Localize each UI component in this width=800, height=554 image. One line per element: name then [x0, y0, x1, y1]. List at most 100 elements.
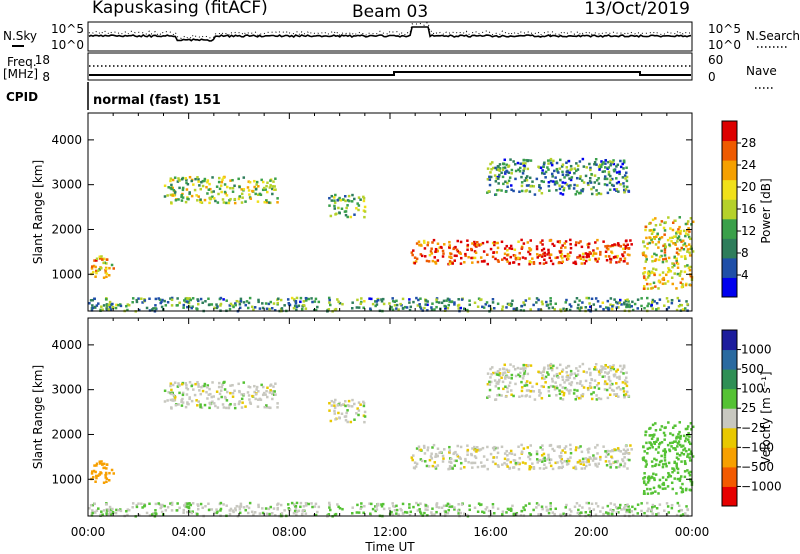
power-echo-cell [538, 262, 542, 265]
power-echo-cell [203, 177, 207, 181]
power-echo-cell [535, 177, 539, 181]
velocity-echo-cell [191, 502, 195, 505]
power-echo-cell [585, 296, 588, 300]
velocity-echo-cell [578, 365, 582, 368]
velocity-echo-cell [199, 502, 203, 506]
power-echo-cell [188, 175, 192, 179]
power-echo-cell [610, 183, 614, 187]
power-echo-cell [426, 309, 429, 312]
velocity-echo-cell [686, 469, 689, 472]
velocity-echo-cell [681, 482, 684, 486]
power-echo-cell [597, 165, 601, 168]
velocity-echo-cell [574, 374, 578, 378]
power-echo-cell [459, 252, 462, 255]
velocity-echo-cell [483, 464, 486, 468]
power-echo-cell [176, 297, 179, 300]
power-echo-cell [206, 192, 209, 195]
power-echo-cell [333, 199, 336, 202]
power-echo-cell [652, 267, 655, 271]
power-echo-cell [154, 304, 157, 307]
velocity-echo-cell [615, 382, 618, 385]
power-echo-cell [682, 247, 686, 251]
power-echo-cell [334, 307, 338, 311]
power-echo-cell [567, 184, 570, 188]
velocity-echo-cell [492, 371, 495, 375]
velocity-echo-cell [302, 505, 306, 508]
velocity-echo-cell [559, 456, 562, 459]
velocity-echo-cell [580, 450, 584, 454]
power-echo-cell [316, 305, 319, 309]
power-echo-cell [447, 262, 450, 266]
velocity-echo-cell [686, 455, 689, 458]
velocity-echo-cell [184, 382, 187, 385]
velocity-echo-cell [672, 440, 676, 443]
power-echo-cell [581, 157, 585, 161]
velocity-echo-cell [238, 507, 242, 511]
power-echo-cell [518, 166, 522, 170]
velocity-echo-cell [675, 456, 679, 459]
velocity-echo-cell [231, 383, 234, 387]
power-echo-cell [279, 298, 283, 302]
velocity-echo-cell [163, 400, 167, 403]
velocity-echo-cell [337, 411, 340, 415]
power-echo-cell [520, 184, 524, 188]
velocity-echo-cell [355, 511, 359, 514]
velocity-echo-cell [491, 460, 495, 464]
velocity-echo-cell [619, 388, 622, 391]
velocity-echo-cell [192, 388, 195, 391]
power-echo-cell [618, 170, 621, 174]
velocity-echo-cell [615, 386, 619, 390]
power-echo-cell [547, 168, 550, 171]
velocity-echo-cell [495, 373, 499, 376]
velocity-echo-cell [540, 396, 544, 400]
velocity-echo-cell [186, 387, 190, 391]
velocity-echo-cell [546, 508, 550, 512]
velocity-echo-cell [615, 394, 618, 397]
power-echo-cell [667, 256, 671, 260]
velocity-echo-cell [609, 463, 613, 466]
velocity-echo-cell [565, 371, 569, 374]
velocity-echo-cell [662, 481, 665, 485]
power-echo-cell [362, 197, 366, 200]
velocity-echo-cell [91, 503, 95, 507]
power-echo-cell [581, 187, 585, 191]
power-echo-cell [581, 301, 584, 304]
power-echo-cell [173, 190, 177, 194]
velocity-echo-cell [617, 395, 620, 398]
velocity-echo-cell [628, 458, 631, 462]
power-echo-cell [657, 280, 661, 283]
velocity-echo-cell [413, 466, 417, 470]
power-echo-cell [355, 207, 358, 210]
power-echo-cell [496, 259, 500, 262]
power-echo-cell [578, 299, 581, 302]
power-echo-cell [476, 241, 479, 244]
power-echo-cell [91, 298, 95, 302]
power-echo-cell [456, 239, 460, 243]
power-echo-cell [419, 307, 423, 310]
power-colorbar-tick-label: 24 [741, 158, 756, 172]
power-echo-cell [643, 245, 646, 248]
velocity-echo-cell [418, 508, 421, 511]
power-echo-cell [663, 229, 667, 232]
power-echo-cell [662, 244, 665, 248]
velocity-echo-cell [527, 389, 531, 392]
velocity-echo-cell [200, 406, 204, 409]
power-echo-cell [248, 296, 252, 300]
power-echo-cell [661, 282, 665, 286]
power-echo-cell [500, 171, 503, 175]
power-echo-cell [215, 306, 219, 310]
velocity-echo-cell [412, 454, 415, 457]
power-colorbar-tick-label: 4 [741, 268, 749, 282]
velocity-echo-cell [199, 403, 202, 406]
power-echo-cell [170, 296, 174, 300]
velocity-echo-cell [246, 511, 250, 515]
velocity-echo-cell [587, 388, 590, 392]
velocity-echo-cell [542, 457, 545, 461]
velocity-echo-cell [556, 375, 559, 378]
power-echo-cell [173, 194, 176, 197]
power-echo-cell [547, 181, 551, 184]
power-echo-cell [212, 190, 215, 193]
velocity-echo-cell [508, 467, 511, 470]
power-echo-cell [596, 260, 599, 263]
power-echo-cell [199, 297, 203, 301]
